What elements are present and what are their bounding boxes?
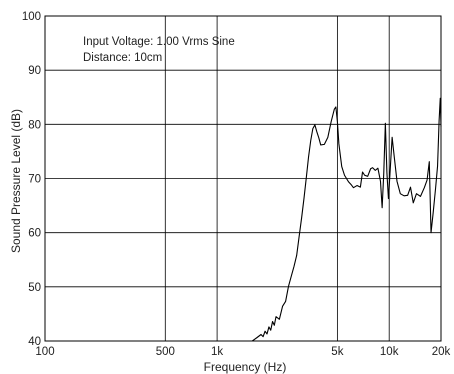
x-tick-label: 500 — [156, 346, 175, 358]
plot-frame — [44, 15, 442, 342]
annotations: Input Voltage: 1.00 Vrms Sine Distance: … — [83, 36, 235, 64]
y-tick-label: 40 — [28, 336, 41, 348]
x-tick-label: 1k — [211, 346, 223, 358]
annotation-distance: Distance: 10cm — [83, 52, 162, 64]
series-layer — [251, 97, 442, 342]
grid-lines — [44, 15, 442, 342]
annotation-input-voltage: Input Voltage: 1.00 Vrms Sine — [83, 36, 235, 48]
y-axis-title: Sound Pressure Level (dB) — [9, 109, 23, 253]
y-tick-label: 100 — [22, 11, 41, 23]
x-axis-title: Frequency (Hz) — [204, 360, 287, 374]
y-tick-label: 90 — [28, 65, 41, 77]
x-tick-label: 20k — [432, 346, 451, 358]
series-line — [251, 97, 442, 342]
x-tick-labels: 100 500 1k 5k 10k 20k — [35, 346, 450, 358]
x-tick-label: 5k — [331, 346, 343, 358]
x-tick-label: 10k — [380, 346, 399, 358]
plot-border — [44, 15, 442, 342]
y-tick-label: 70 — [28, 174, 41, 186]
y-tick-labels: 40 50 60 70 80 90 100 — [22, 11, 41, 348]
y-tick-label: 50 — [28, 282, 41, 294]
y-tick-label: 80 — [28, 119, 41, 131]
x-tick-label: 100 — [35, 346, 54, 358]
y-tick-label: 60 — [28, 228, 41, 240]
